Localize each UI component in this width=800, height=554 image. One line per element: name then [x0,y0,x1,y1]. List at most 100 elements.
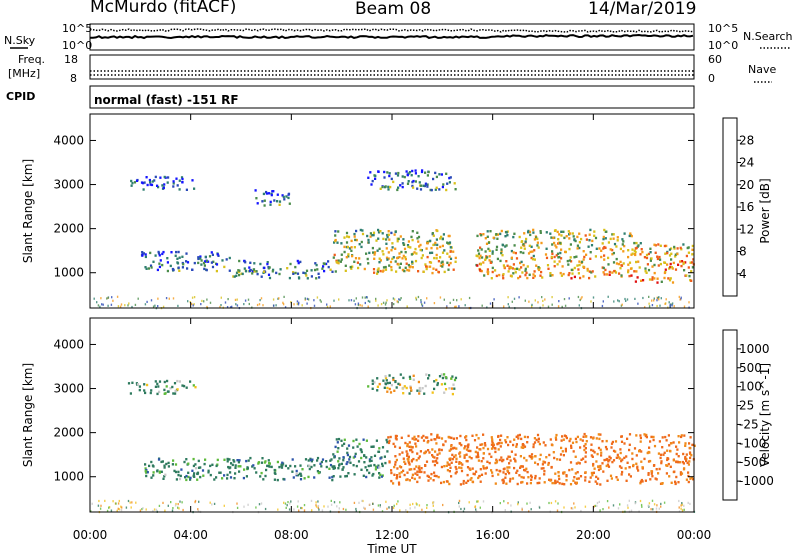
range-time-cell [344,269,347,272]
range-time-cell [575,255,578,258]
range-time-cell [449,261,452,265]
range-time-cell [531,258,535,261]
range-time-cell [377,237,380,240]
range-time-cell [97,504,100,507]
range-time-cell [228,256,231,260]
range-time-cell [498,458,501,462]
range-time-cell [629,234,632,237]
range-time-cell [316,456,320,460]
range-time-cell [431,271,434,275]
range-time-cell [467,443,470,446]
range-time-cell [594,255,597,258]
range-time-cell [255,197,258,200]
range-time-cell [269,203,272,206]
range-time-cell [329,268,332,271]
range-time-cell [649,478,652,481]
range-time-cell [688,460,691,463]
range-time-cell [582,435,585,438]
range-time-cell [528,244,531,247]
range-time-cell [382,269,385,272]
range-time-cell [446,469,449,472]
range-time-cell [691,261,694,264]
range-time-cell [192,464,195,468]
range-time-cell [487,247,490,251]
range-time-cell [680,248,683,251]
range-time-cell [416,452,419,455]
range-time-cell [523,247,526,250]
range-time-cell [513,438,516,441]
range-time-cell [334,270,337,273]
range-time-cell [186,267,189,270]
range-time-cell [346,451,349,455]
range-time-cell [538,481,541,485]
range-time-cell [394,460,397,464]
range-time-cell [628,261,632,264]
range-time-cell [264,460,267,463]
range-time-cell [394,260,397,263]
nave-label: Nave [748,63,776,76]
range-time-cell [584,455,587,458]
range-time-cell [511,267,514,270]
range-time-cell [381,185,384,189]
range-time-cell [301,304,303,307]
range-time-cell [425,267,428,271]
range-time-cell [157,185,160,189]
range-time-cell [406,244,410,247]
range-time-cell [674,255,677,258]
range-time-cell [259,262,262,266]
range-time-cell [119,305,122,308]
range-time-cell [689,261,692,264]
range-time-cell [434,438,437,441]
range-time-cell [460,298,462,301]
range-time-cell [131,381,134,384]
range-time-cell [435,238,438,241]
range-time-cell [453,446,456,450]
range-time-cell [568,468,571,472]
range-time-cell [668,444,671,447]
range-time-cell [159,259,162,262]
range-time-cell [398,446,401,449]
range-time-cell [436,461,439,465]
range-time-cell [306,277,309,280]
range-time-cell [185,252,188,255]
range-time-cell [425,247,428,250]
range-time-cell [587,245,590,248]
range-time-cell [259,299,261,302]
range-time-cell [416,187,419,190]
range-time-cell [650,257,653,260]
range-time-cell [403,175,406,179]
range-time-cell [504,472,507,476]
range-time-cell [512,263,515,266]
range-time-cell [660,505,662,508]
range-time-cell [442,480,445,484]
range-time-cell [678,499,680,503]
range-time-cell [316,268,319,271]
range-time-cell [602,247,605,250]
range-time-cell [387,185,390,189]
range-time-cell [398,465,402,468]
range-time-cell [332,256,335,259]
range-time-cell [683,269,686,272]
range-time-cell [266,261,269,264]
range-time-cell [517,434,520,437]
range-time-cell [458,501,460,505]
range-time-cell [548,478,551,481]
range-time-cell [684,261,687,264]
range-time-cell [358,257,361,260]
range-time-cell [656,299,658,302]
range-time-cell [384,376,388,380]
range-time-cell [518,433,521,437]
range-time-cell [427,439,430,443]
range-time-cell [332,467,335,470]
range-time-cell [542,460,545,463]
range-time-cell [404,266,407,269]
range-time-cell [578,263,581,267]
range-time-cell [635,462,638,465]
range-time-cell [263,204,266,207]
range-time-cell [534,299,536,302]
range-time-cell [199,466,202,469]
range-time-cell [584,460,587,464]
range-time-cell [238,269,241,272]
velocity-colorbar-label: Velocity [m s^-1] [758,363,772,467]
range-time-cell [338,464,341,467]
